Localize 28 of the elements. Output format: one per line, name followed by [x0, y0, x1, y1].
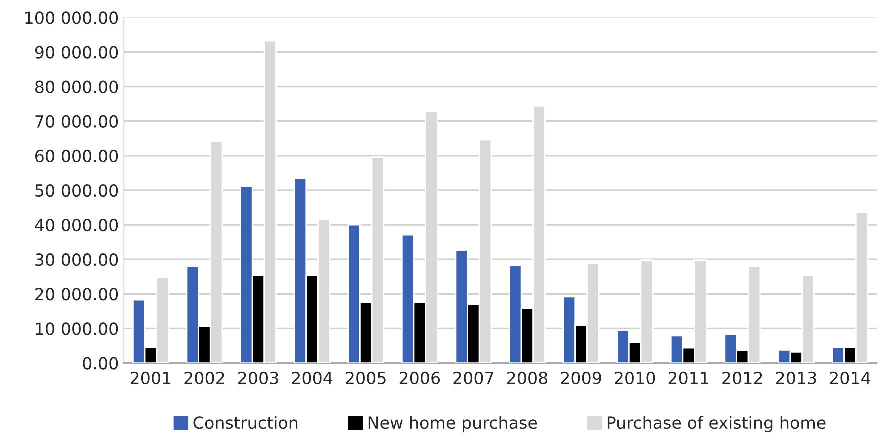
x-tick-label: 2003 [238, 372, 278, 384]
x-tick-label: 2009 [561, 372, 602, 384]
x-tick-label: 2008 [508, 372, 548, 384]
y-tick-label: 70 000.00 [36, 115, 118, 128]
x-tick-label: 2001 [130, 372, 171, 384]
x-tick-label: 2014 [830, 372, 871, 384]
y-tick-label: 60 000.00 [36, 150, 118, 163]
legend-label: Construction [194, 416, 298, 430]
x-tick-label: 2006 [400, 372, 440, 384]
x-tick-label: 2011 [668, 372, 709, 384]
y-tick-label: 0.00 [83, 357, 118, 370]
y-tick-label: 20 000.00 [36, 288, 118, 301]
x-tick-label: 2004 [292, 372, 333, 384]
y-tick-label: 10 000.00 [36, 322, 118, 336]
x-tick-label: 2002 [184, 372, 224, 384]
y-tick-label: 90 000.00 [35, 46, 118, 59]
y-tick-label: 30 000.00 [36, 254, 118, 266]
legend-label: New home purchase [368, 416, 538, 432]
legend-label: Purchase of existing home [608, 416, 826, 432]
x-tick-label: 2010 [615, 372, 656, 384]
y-tick-label: 50 000.00 [36, 184, 118, 198]
y-tick-label: 40 000.00 [35, 219, 118, 232]
x-tick-label: 2012 [722, 372, 762, 384]
x-tick-label: 2007 [454, 372, 494, 384]
x-tick-label: 2013 [776, 372, 816, 384]
y-tick-label: 100 000.00 [26, 12, 118, 24]
y-tick-label: 80 000.00 [35, 80, 118, 94]
x-tick-label: 2005 [346, 372, 386, 384]
